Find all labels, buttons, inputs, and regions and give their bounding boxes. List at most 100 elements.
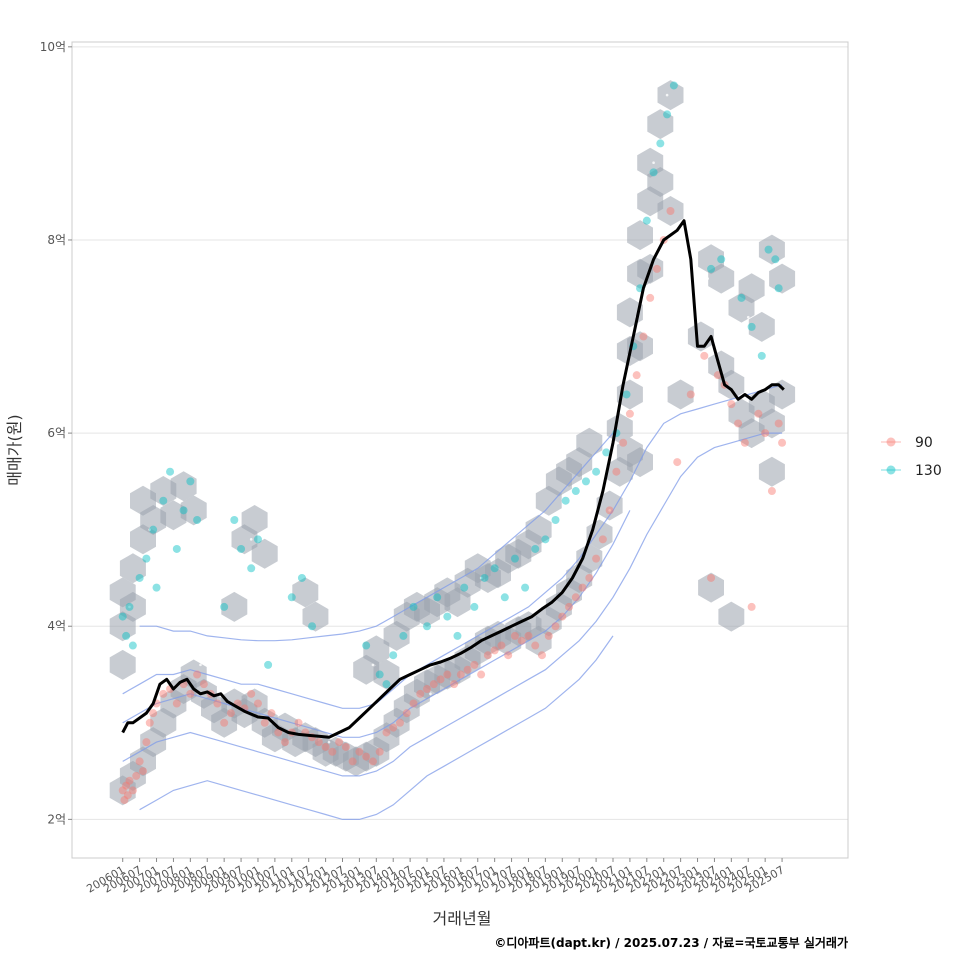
density-contours (122, 384, 783, 820)
y-tick-label: 4억 (47, 619, 66, 633)
contour-line (122, 510, 631, 738)
point-130 (230, 516, 239, 525)
hex-dot (199, 663, 202, 667)
point-90 (625, 409, 634, 418)
point-90 (199, 680, 208, 689)
point-90 (504, 651, 513, 660)
point-130 (460, 583, 469, 592)
point-90 (558, 612, 567, 621)
point-130 (297, 573, 306, 582)
hex-bin (758, 234, 785, 265)
point-90 (253, 699, 262, 708)
hex-dot (652, 161, 655, 165)
point-130 (551, 516, 560, 525)
y-tick-label: 2억 (47, 812, 66, 826)
point-130 (592, 467, 601, 476)
point-90 (761, 429, 770, 438)
hex-bin (738, 418, 765, 449)
hex-bin (150, 476, 177, 506)
point-90 (646, 293, 655, 302)
point-130 (135, 573, 144, 582)
point-90 (571, 593, 580, 602)
hex-bin (667, 379, 694, 410)
point-90 (341, 742, 350, 751)
y-tick-label: 10억 (40, 40, 66, 54)
point-90 (632, 371, 641, 380)
point-130 (399, 631, 408, 640)
point-90 (734, 419, 743, 428)
point-90 (267, 709, 276, 718)
legend-key-130 (886, 465, 896, 475)
hex-dot (479, 576, 483, 580)
hex-bin (738, 273, 765, 304)
point-130 (622, 390, 631, 399)
point-130 (142, 554, 151, 563)
hex-bin (748, 311, 775, 342)
hex-dot (706, 277, 709, 280)
hex-dot (746, 315, 750, 319)
point-90 (578, 583, 587, 592)
point-90 (652, 264, 661, 273)
point-90 (700, 351, 709, 360)
point-130 (389, 651, 398, 660)
x-axis-title: 거래년월 (433, 909, 492, 928)
point-90 (598, 535, 607, 544)
point-130 (159, 496, 168, 505)
point-130 (264, 660, 273, 669)
legend-label-90: 90 (915, 435, 933, 451)
hex-dot (327, 740, 331, 744)
contour-line (122, 384, 783, 709)
point-90 (149, 709, 158, 718)
point-130 (149, 525, 158, 534)
point-90 (497, 641, 506, 650)
hex-bin (170, 471, 197, 502)
point-90 (213, 699, 222, 708)
point-130 (308, 622, 317, 631)
hex-bin (718, 369, 745, 400)
point-130 (433, 593, 442, 602)
point-90 (135, 757, 144, 766)
contour-line (122, 432, 783, 777)
point-90 (260, 718, 269, 727)
hex-bin (241, 505, 268, 535)
hex-dot (774, 441, 777, 445)
hex-dot (128, 605, 131, 609)
point-90 (436, 675, 445, 684)
hex-bins (109, 80, 796, 806)
point-90 (774, 419, 783, 428)
hex-bin (221, 591, 248, 622)
y-tick-label: 6억 (47, 426, 66, 440)
point-130 (220, 602, 229, 611)
point-90 (443, 670, 452, 679)
point-130 (287, 593, 296, 602)
point-90 (355, 747, 364, 756)
point-90 (274, 728, 283, 737)
point-90 (409, 699, 418, 708)
point-130 (737, 293, 746, 302)
point-90 (139, 767, 148, 776)
point-130 (122, 631, 131, 640)
caption: ©디아파트(dapt.kr) / 2025.07.23 / 자료=국토교통부 실… (494, 935, 848, 950)
y-axis: 2억 4억 6억 8억 10억 (40, 40, 72, 826)
y-axis-title: 매매가(원) (5, 414, 24, 485)
point-90 (118, 786, 127, 795)
point-130 (253, 535, 262, 544)
hex-dot (148, 528, 152, 531)
point-130 (571, 487, 580, 496)
point-90 (605, 506, 614, 515)
point-90 (123, 791, 132, 800)
legend-label-130: 130 (915, 463, 942, 479)
point-130 (172, 544, 181, 553)
hex-dot (530, 605, 534, 609)
hex-dot (571, 489, 574, 493)
point-90 (375, 747, 384, 756)
point-90 (120, 796, 129, 805)
hex-bin (647, 167, 674, 197)
point-90 (142, 738, 151, 747)
point-90 (328, 747, 337, 756)
point-90 (382, 728, 391, 737)
point-90 (348, 757, 357, 766)
point-130 (128, 641, 137, 650)
point-90 (754, 409, 763, 418)
